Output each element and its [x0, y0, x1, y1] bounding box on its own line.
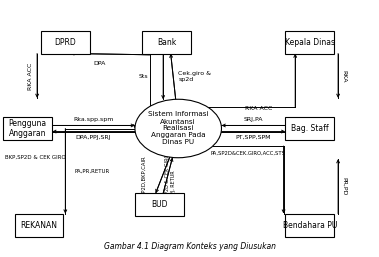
Text: BUD: BUD: [151, 200, 168, 209]
Text: Gambar 4.1 Diagram Konteks yang Diusukan: Gambar 4.1 Diagram Konteks yang Diusukan: [103, 242, 276, 251]
Text: RKA ACC: RKA ACC: [28, 63, 33, 90]
Text: SP2D & CEK GIRO
PPJ, RETUR: SP2D & CEK GIRO PPJ, RETUR: [165, 154, 176, 197]
Text: DPA: DPA: [94, 61, 106, 66]
FancyBboxPatch shape: [41, 31, 90, 53]
Text: Sistem Informasi
Akuntansi
Realisasi
Anggaran Pada
Dinas PU: Sistem Informasi Akuntansi Realisasi Ang…: [148, 112, 208, 145]
Text: PA,SP2D&CEK.GIRO,ACC,STS: PA,SP2D&CEK.GIRO,ACC,STS: [211, 151, 286, 156]
Text: Kepala Dinas: Kepala Dinas: [285, 38, 335, 47]
FancyBboxPatch shape: [285, 31, 334, 53]
Text: Pengguna
Anggaran: Pengguna Anggaran: [9, 119, 47, 138]
Text: Sts: Sts: [138, 74, 148, 79]
Text: DPRD: DPRD: [55, 38, 76, 47]
Text: RKA: RKA: [342, 70, 347, 83]
Text: BKP,SP2D & CEK GIRO: BKP,SP2D & CEK GIRO: [5, 155, 66, 160]
Text: Bank: Bank: [157, 38, 177, 47]
Text: PT,SPP,SPM: PT,SPP,SPM: [236, 135, 271, 140]
Text: RKA ACC: RKA ACC: [245, 106, 272, 111]
Text: Bag. Staff: Bag. Staff: [291, 124, 329, 133]
Text: DPA,PPJ,SRJ: DPA,PPJ,SRJ: [76, 135, 111, 140]
Text: Bendahara PU: Bendahara PU: [283, 221, 337, 230]
FancyBboxPatch shape: [143, 31, 191, 53]
FancyBboxPatch shape: [285, 214, 334, 236]
FancyBboxPatch shape: [285, 117, 334, 140]
Text: Cek.giro &
sp2d: Cek.giro & sp2d: [178, 71, 211, 82]
Text: SRJ,PA: SRJ,PA: [244, 117, 263, 122]
Circle shape: [135, 99, 221, 158]
FancyBboxPatch shape: [3, 117, 52, 140]
Text: PA,PR,RETUR: PA,PR,RETUR: [75, 169, 110, 173]
Text: PR,PD: PR,PD: [342, 177, 347, 195]
FancyBboxPatch shape: [135, 193, 184, 216]
Text: REKANAN: REKANAN: [20, 221, 58, 230]
Text: Rka.spp.spm: Rka.spp.spm: [74, 117, 114, 122]
FancyBboxPatch shape: [14, 214, 63, 236]
Text: SP2D,BKP,CAIR: SP2D,BKP,CAIR: [141, 155, 146, 195]
